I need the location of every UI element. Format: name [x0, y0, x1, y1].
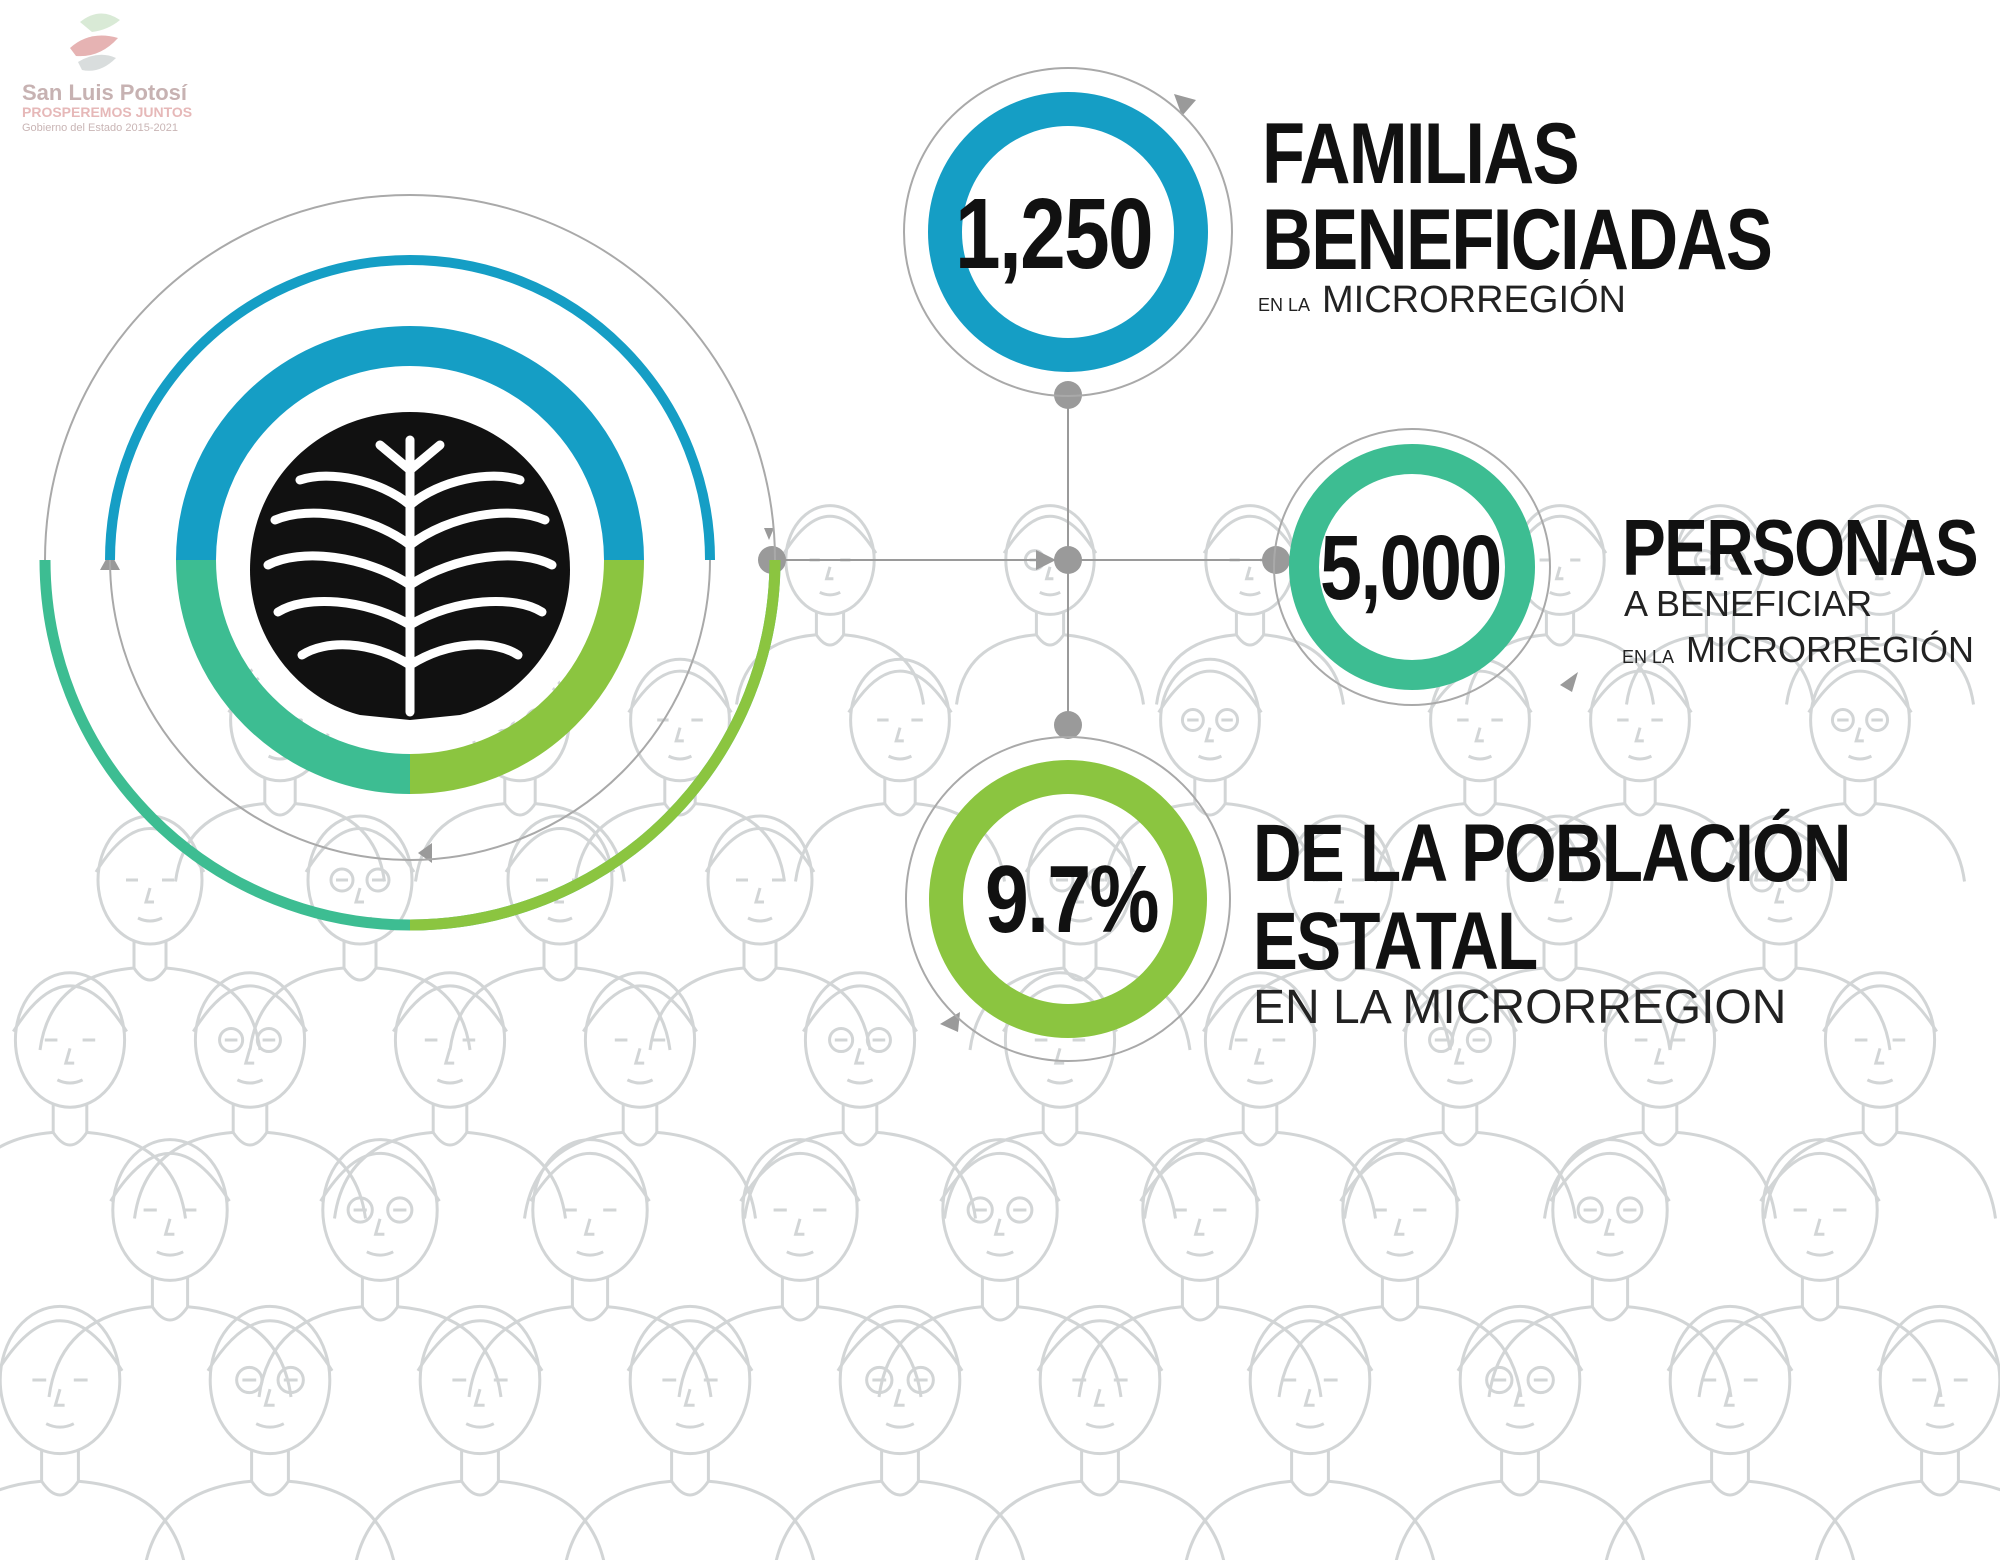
- families-sub: MICRORREGIÓN: [1322, 279, 1626, 321]
- persons-sub-prefix: EN LA: [1622, 647, 1675, 667]
- persons-sub: MICRORREGIÓN: [1686, 629, 1974, 670]
- leaf-emblem-icon: [250, 412, 570, 720]
- population-title-line1: DE LA POBLACIÓN: [1253, 808, 1851, 899]
- families-ring: [903, 67, 1233, 397]
- families-title-line1: FAMILIAS: [1262, 106, 1580, 202]
- logo-slogan: PROSPEREMOS JUNTOS: [22, 104, 193, 120]
- population-title-line2: ESTATAL: [1253, 896, 1538, 987]
- persons-value: 5,000: [1320, 517, 1502, 619]
- logo-name: San Luis Potosí: [22, 80, 188, 105]
- population-sub: EN LA MICRORREGION: [1253, 981, 1787, 1034]
- connector-lines: [772, 395, 1290, 725]
- persons-title: PERSONAS: [1622, 503, 1979, 592]
- logo-government: Gobierno del Estado 2015-2021: [22, 122, 178, 134]
- connector-arrows: [100, 94, 1578, 1032]
- persons-ring: [1273, 428, 1551, 706]
- families-value: 1,250: [955, 178, 1154, 290]
- families-title-line2: BENEFICIADAS: [1262, 192, 1773, 288]
- population-ring: [905, 736, 1231, 1062]
- persons-sub-line1: A BENEFICIAR: [1624, 583, 1873, 624]
- population-value: 9.7%: [985, 846, 1160, 953]
- families-sub-prefix: EN LA: [1258, 295, 1311, 315]
- san-luis-potosi-logo-icon: [70, 13, 120, 71]
